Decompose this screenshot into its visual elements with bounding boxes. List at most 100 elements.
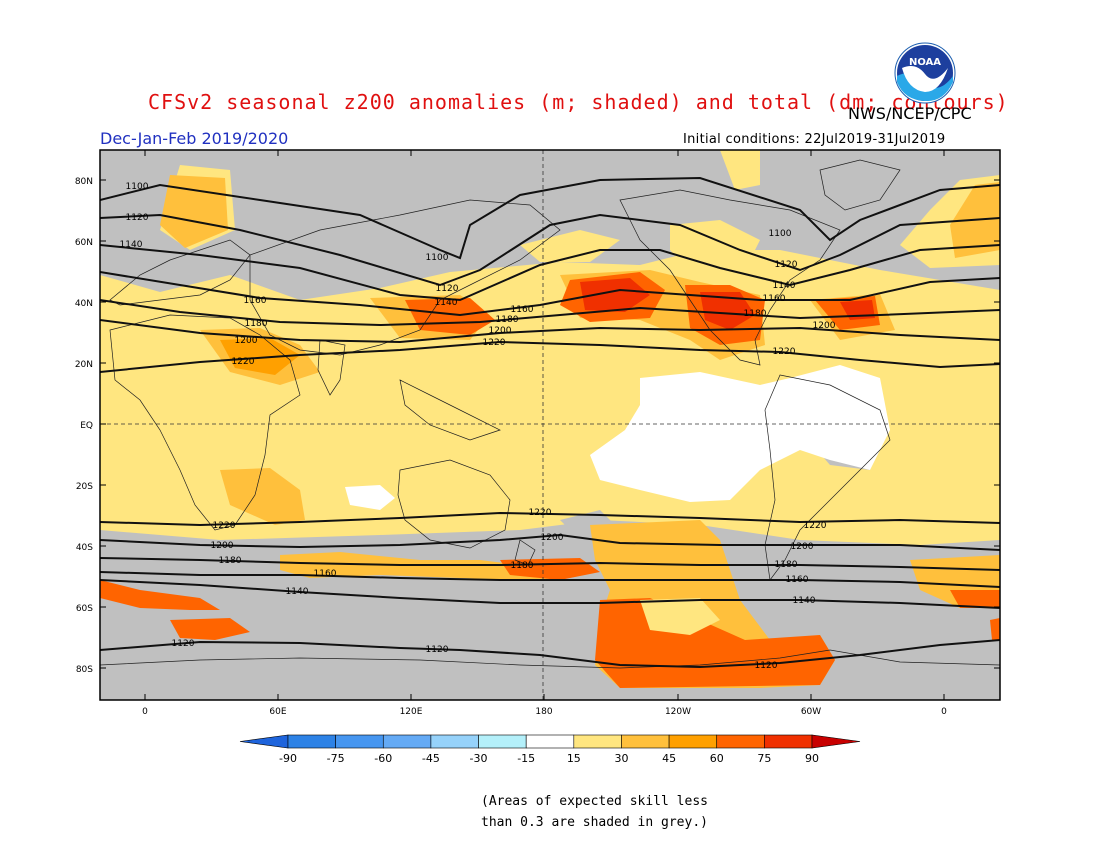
lat-label: 20S — [76, 482, 93, 492]
season-label: Dec-Jan-Feb 2019/2020 — [100, 129, 289, 148]
contour-label: 1120 — [172, 639, 195, 649]
lon-label: 120E — [400, 707, 423, 717]
noaa-logo-text: NOAA — [909, 57, 941, 68]
colorbar-cell — [764, 734, 813, 749]
colorbar-cell — [621, 734, 670, 749]
contour-1140-south — [100, 579, 1000, 609]
contour-label: 1160 — [511, 305, 534, 315]
lat-label: 60N — [75, 238, 93, 248]
contour-1160-south — [100, 571, 1000, 588]
contour-label: 1200 — [211, 541, 234, 551]
contour-label: 1180 — [744, 309, 767, 319]
colorbar-cell — [525, 734, 575, 749]
footnote-line-2: than 0.3 are shaded in grey.) — [481, 815, 708, 830]
colorbar: -90 -75 -60 -45 -30 -15 15 30 45 60 75 90 — [239, 734, 861, 765]
lat-label: 80S — [76, 665, 93, 675]
colorbar-tick-label: 75 — [757, 752, 771, 765]
contour-label: 1180 — [775, 560, 798, 570]
lon-label: 180 — [535, 707, 552, 717]
contour-label: 1200 — [235, 336, 258, 346]
lat-label: 20N — [75, 360, 93, 370]
colorbar-tick-label: -75 — [327, 752, 345, 765]
contour-label: 1100 — [769, 229, 792, 239]
colorbar-tick-label: -90 — [279, 752, 297, 765]
contour-label: 1220 — [804, 521, 827, 531]
colorbar-cell — [716, 734, 765, 749]
contour-label: 1100 — [126, 182, 149, 192]
colorbar-tick-label: 15 — [567, 752, 581, 765]
contour-label: 1200 — [791, 542, 814, 552]
colorbar-cell — [382, 734, 432, 749]
contour-1180 — [100, 299, 1000, 327]
contour-label: 1140 — [773, 281, 796, 291]
colorbar-cell — [668, 734, 718, 749]
lon-label: 120W — [665, 707, 691, 717]
contour-label: 1200 — [813, 321, 836, 331]
contour-1140 — [100, 244, 1000, 302]
contour-label: 1140 — [435, 298, 458, 308]
contour-1120-south — [100, 639, 1000, 669]
colorbar-arrow-low — [239, 734, 289, 749]
contour-label: 1120 — [775, 260, 798, 270]
contour-1100 — [100, 176, 1000, 260]
contour-label: 1140 — [120, 240, 143, 250]
lat-label: EQ — [80, 421, 93, 431]
contour-1220 — [100, 340, 1000, 373]
colorbar-cell — [573, 734, 622, 749]
agency-label: NWS/NCEP/CPC — [848, 104, 972, 123]
colorbar-tick-label: 90 — [805, 752, 819, 765]
lon-label: 60E — [269, 707, 286, 717]
lat-label: 40N — [75, 299, 93, 309]
contour-label: 1140 — [793, 596, 816, 606]
contour-label: 1200 — [489, 326, 512, 336]
contour-label: 1180 — [496, 315, 519, 325]
latitude-axis: 80N 60N 40N 20N EQ 20S 40S 60S 80S — [75, 177, 93, 675]
contour-1200-south — [100, 533, 1000, 551]
colorbar-tick-label: 45 — [662, 752, 676, 765]
colorbar-cell — [478, 734, 527, 749]
contour-label: 1200 — [541, 533, 564, 543]
contour-label: 1220 — [773, 347, 796, 357]
height-contours — [100, 176, 1000, 669]
map-title: CFSv2 seasonal z200 anomalies (m; shaded… — [148, 90, 1009, 114]
colorbar-cell — [287, 734, 336, 749]
contour-1200 — [100, 319, 1000, 344]
longitude-axis: 0 60E 120E 180 120W 60W 0 — [142, 707, 947, 717]
contour-label: 1180 — [219, 556, 242, 566]
contour-label: 1160 — [763, 294, 786, 304]
colorbar-tick-label: -15 — [517, 752, 535, 765]
contour-label: 1220 — [213, 521, 236, 531]
colorbar-tick-label: 60 — [710, 752, 724, 765]
lon-label: 0 — [941, 707, 947, 717]
contour-value-labels: 1100 1120 1140 1160 1180 1200 1220 1100 … — [120, 182, 836, 671]
lat-label: 60S — [76, 604, 93, 614]
contour-label: 1220 — [232, 357, 255, 367]
colorbar-tick-label: -45 — [422, 752, 440, 765]
contour-label: 1140 — [286, 587, 309, 597]
lat-label: 40S — [76, 543, 93, 553]
contour-label: 1120 — [436, 284, 459, 294]
colorbar-cell — [335, 734, 384, 749]
contour-label: 1180 — [245, 319, 268, 329]
colorbar-tick-label: 30 — [614, 752, 628, 765]
colorbar-cell — [430, 734, 479, 749]
colorbar-arrow-high — [811, 734, 861, 749]
colorbar-tick-label: -30 — [470, 752, 488, 765]
footnote-line-1: (Areas of expected skill less — [481, 794, 708, 809]
latitude-ticks — [100, 179, 1000, 669]
contour-1160 — [100, 271, 1000, 317]
colorbar-tick-label: -60 — [374, 752, 392, 765]
contour-1220-south — [100, 511, 1000, 527]
skill-footnote: (Areas of expected skill less than 0.3 a… — [481, 791, 708, 833]
lon-label: 60W — [801, 707, 821, 717]
noaa-logo: NOAA — [894, 42, 956, 104]
contour-label: 1120 — [126, 213, 149, 223]
initial-conditions-label: Initial conditions: 22Jul2019-31Jul2019 — [683, 132, 946, 147]
lon-label: 0 — [142, 707, 148, 717]
longitude-ticks — [144, 150, 945, 700]
contour-label: 1100 — [426, 253, 449, 263]
map-frame — [99, 149, 1001, 701]
contour-label: 1220 — [483, 338, 506, 348]
contour-label: 1120 — [426, 645, 449, 655]
